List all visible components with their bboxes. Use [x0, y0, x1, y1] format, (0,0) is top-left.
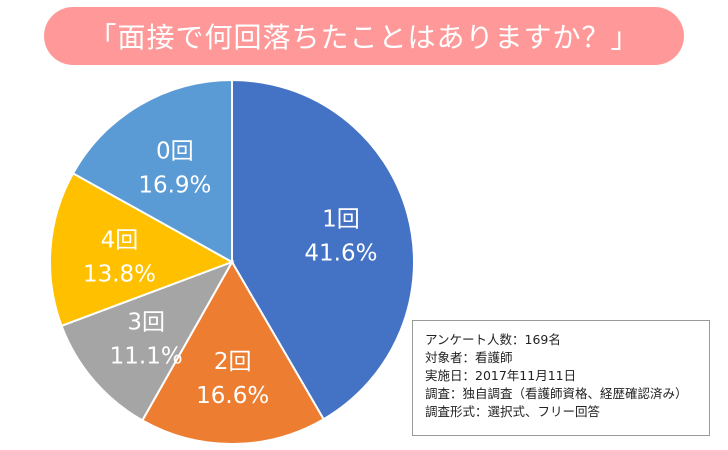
slice-value-2: 11.1%: [110, 343, 183, 369]
info-survey: 調査：独自調査（看護師資格、経歴確認済み）: [425, 386, 688, 401]
slice-label-3: 4回 13.8%: [83, 228, 156, 288]
slice-value-4: 16.9%: [138, 173, 211, 199]
pie-slice-4: [71, 78, 233, 264]
slice-name-0: 1回: [322, 207, 360, 233]
slice-value-1: 16.6%: [196, 383, 269, 409]
pie-slice-3: [49, 171, 235, 328]
slice-name-3: 4回: [101, 228, 139, 254]
slice-name-1: 2回: [214, 349, 252, 375]
pie-slice-0: [231, 78, 415, 421]
info-respondents: アンケート人数：169名: [425, 332, 561, 347]
slice-name-4: 0回: [156, 139, 194, 165]
info-target: 対象者：看護師: [425, 350, 513, 365]
chart-title: 「面接で何回落ちたことはありますか？」: [88, 21, 640, 54]
title-banner: 「面接で何回落ちたことはありますか？」: [44, 7, 684, 65]
slice-label-2: 3回 11.1%: [110, 309, 183, 369]
slice-name-2: 3回: [127, 309, 165, 335]
pie-slice-2: [60, 260, 235, 422]
survey-info-box: アンケート人数：169名 対象者：看護師 実施日：2017年11月11日 調査：…: [412, 320, 710, 436]
slice-value-3: 13.8%: [83, 262, 156, 288]
info-date: 実施日：2017年11月11日: [425, 368, 577, 383]
slice-value-0: 41.6%: [304, 241, 377, 267]
pie-slice-1: [140, 259, 326, 445]
slice-label-0: 1回 41.6%: [304, 207, 377, 267]
slice-label-1: 2回 16.6%: [196, 349, 269, 409]
slice-label-4: 0回 16.9%: [138, 139, 211, 199]
info-format: 調査形式：選択式、フリー回答: [425, 404, 601, 419]
